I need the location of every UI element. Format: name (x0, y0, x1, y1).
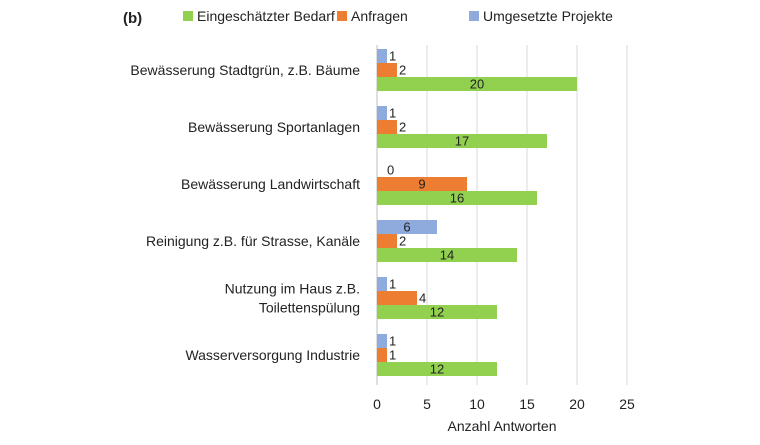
bar (377, 177, 467, 191)
legend-label: Anfragen (351, 8, 408, 24)
bar (377, 305, 497, 319)
bar-value-label: 12 (430, 305, 444, 320)
bar-value-label: 9 (418, 177, 425, 192)
bar (377, 120, 397, 134)
bar-value-label: 1 (389, 49, 396, 64)
bar-value-label: 4 (419, 291, 426, 306)
x-tick-label: 15 (519, 396, 535, 412)
bar (377, 191, 537, 205)
bar-value-label: 1 (389, 334, 396, 349)
category-label: Wasserversorgung Industrie (185, 347, 360, 363)
category-label: Bewässerung Sportanlagen (188, 119, 360, 135)
x-tick-label: 10 (469, 396, 485, 412)
bar (377, 106, 387, 120)
bar (377, 334, 387, 348)
bar (377, 362, 497, 376)
bar-value-label: 12 (430, 362, 444, 377)
legend-swatch (337, 11, 347, 21)
category-label: Bewässerung Landwirtschaft (181, 176, 360, 192)
x-tick-label: 25 (619, 396, 635, 412)
bar (377, 134, 547, 148)
bar (377, 348, 387, 362)
bar-value-label: 0 (387, 163, 394, 178)
gridlines (376, 45, 628, 385)
bar-value-label: 1 (389, 106, 396, 121)
legend-label: Eingeschätzter Bedarf (197, 8, 335, 24)
category-label: Nutzung im Haus z.B. Toilettenspülung (225, 281, 360, 316)
legend: Eingeschätzter Bedarf Anfragen Umgesetzte … (183, 8, 613, 24)
bar (377, 234, 397, 248)
bar (377, 49, 387, 63)
bar-value-label: 16 (450, 191, 464, 206)
bar (377, 291, 417, 305)
legend-label: Umgesetzte Projekte (483, 8, 613, 24)
bar-value-label: 14 (440, 248, 454, 263)
bar-value-label: 20 (470, 77, 484, 92)
bar (377, 220, 437, 234)
bar (377, 77, 577, 91)
category-labels: Bewässerung Stadtgrün, z.B. Bäume Bewässe… (130, 62, 360, 363)
x-axis-title: Anzahl Antworten (448, 418, 557, 434)
bar-value-label: 2 (399, 63, 406, 78)
bar-value-label: 2 (399, 120, 406, 135)
x-tick-label: 5 (423, 396, 431, 412)
legend-swatch (183, 11, 193, 21)
bar (377, 277, 387, 291)
bar (377, 63, 397, 77)
legend-swatch (469, 11, 479, 21)
x-tick-label: 0 (373, 396, 381, 412)
bar-value-label: 6 (403, 220, 410, 235)
bar-value-label: 2 (399, 234, 406, 249)
bar (377, 248, 517, 262)
bar-value-label: 17 (455, 134, 469, 149)
panel-label: (b) (123, 10, 142, 27)
category-label: Bewässerung Stadtgrün, z.B. Bäume (130, 62, 360, 78)
category-label: Reinigung z.B. für Strasse, Kanäle (146, 233, 360, 249)
bar-value-label: 1 (389, 277, 396, 292)
bar-value-label: 1 (389, 348, 396, 363)
x-tick-label: 20 (569, 396, 585, 412)
x-tick-labels: 0 5 10 15 20 25 (373, 396, 635, 412)
